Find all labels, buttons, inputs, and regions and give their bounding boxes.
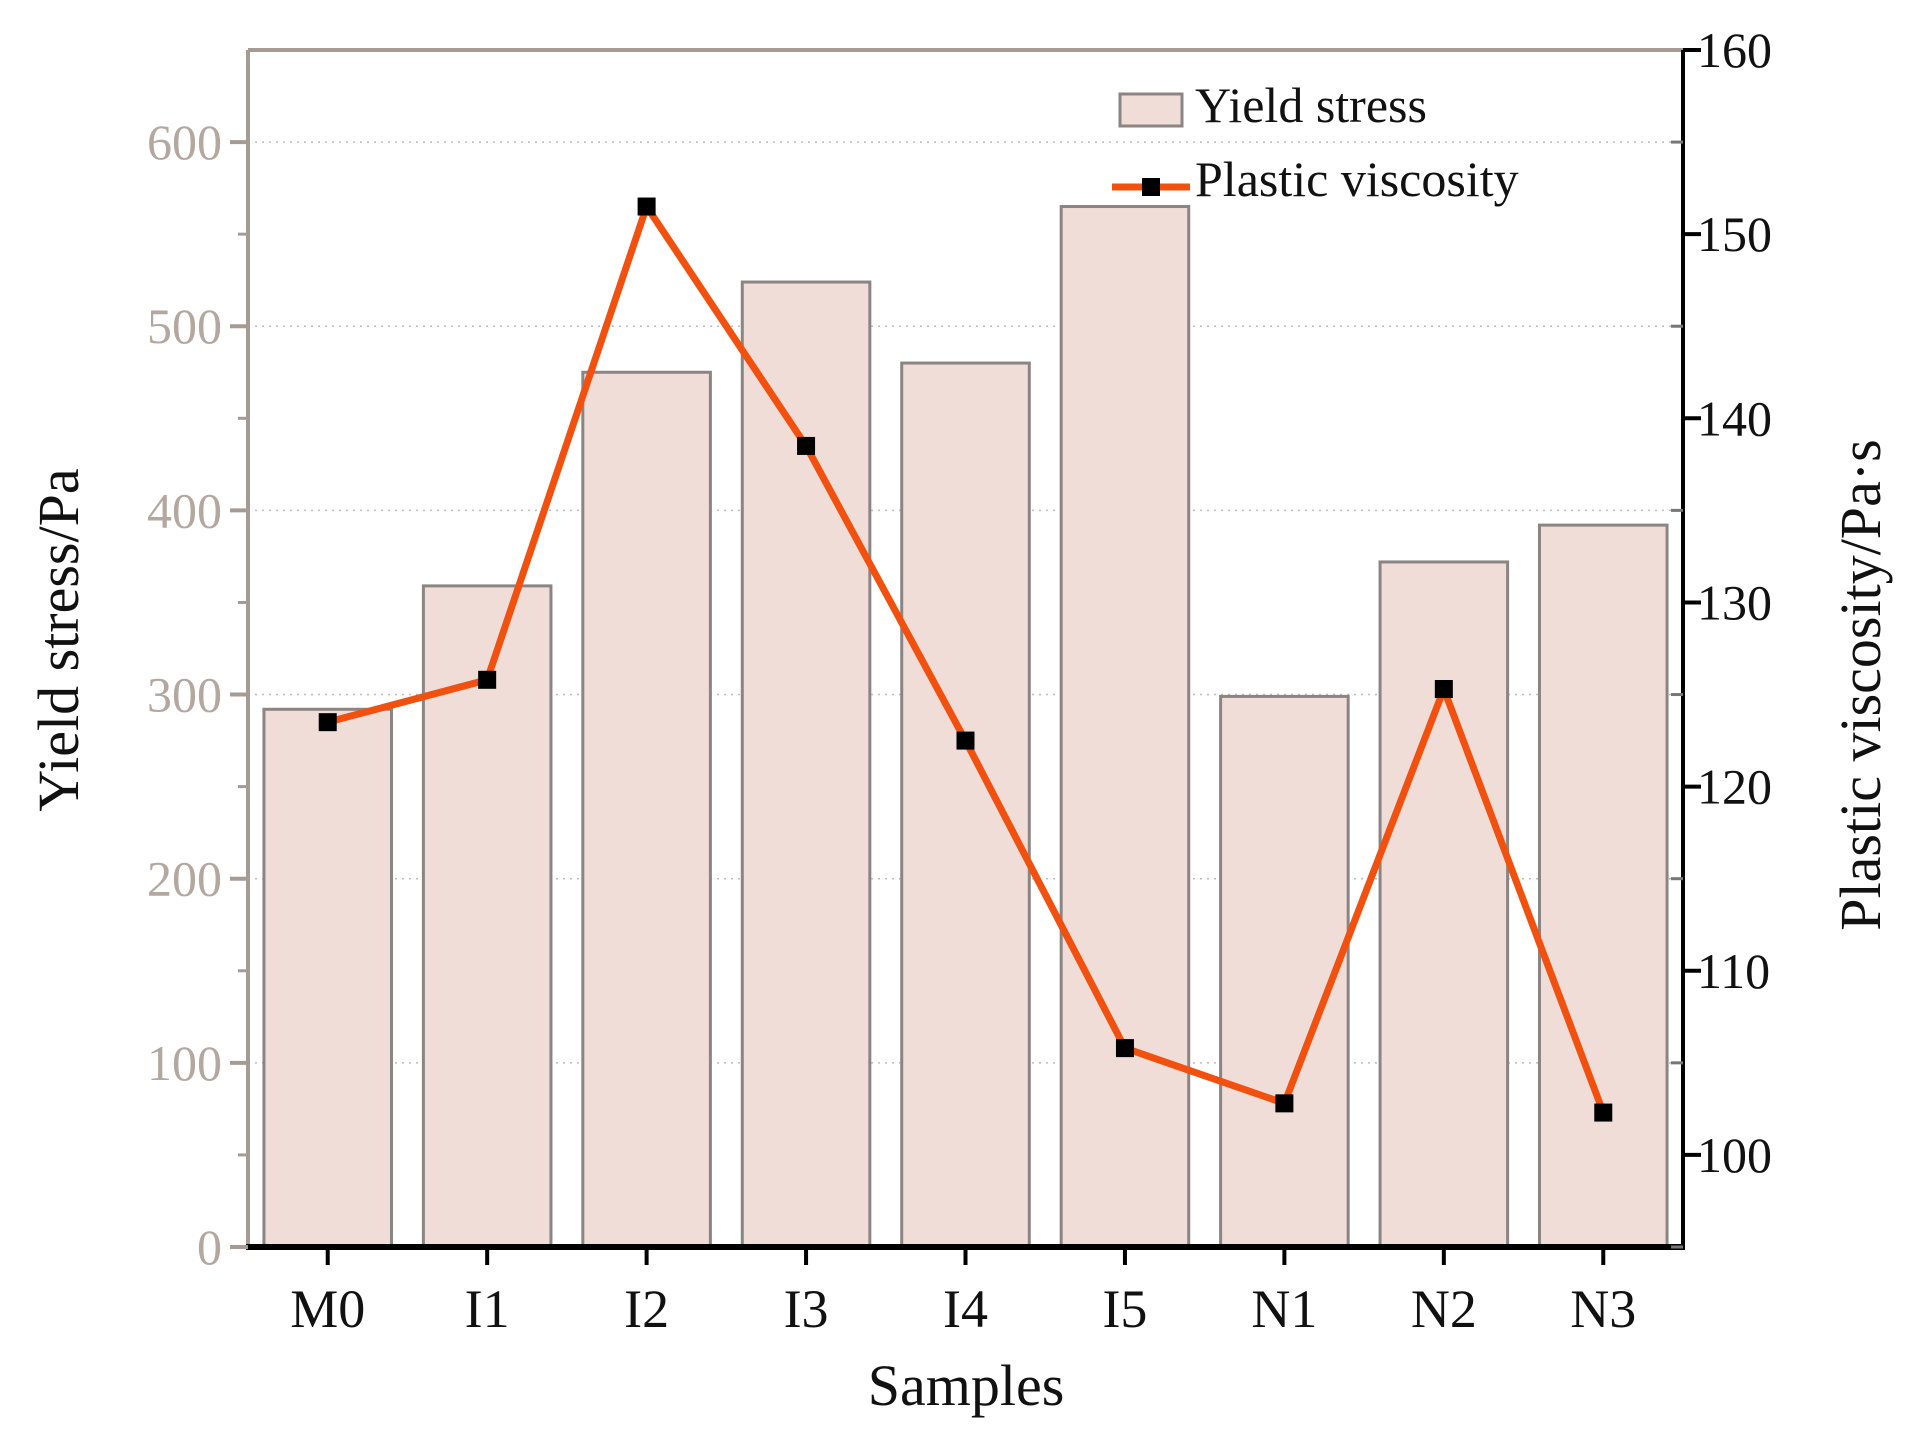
left-tick-label-500: 500 bbox=[147, 298, 222, 354]
bar-N2 bbox=[1378, 560, 1510, 1249]
x-tick-label-N3: N3 bbox=[1570, 1279, 1636, 1339]
right-tick-label-110: 110 bbox=[1697, 943, 1770, 999]
viscosity-point-I3 bbox=[797, 436, 816, 455]
bar-I1 bbox=[421, 584, 553, 1249]
viscosity-point-I2 bbox=[637, 197, 656, 216]
x-tick-label-I5: I5 bbox=[1102, 1279, 1147, 1339]
right-tick-label-120: 120 bbox=[1697, 759, 1772, 815]
x-tick-label-N1: N1 bbox=[1251, 1279, 1317, 1339]
right-axis-title: Plastic viscosity/Pa·s bbox=[1828, 439, 1893, 930]
left-tick-label-600: 600 bbox=[147, 114, 222, 170]
left-tick-label-100: 100 bbox=[147, 1035, 222, 1091]
right-tick-label-130: 130 bbox=[1697, 574, 1772, 630]
right-tick-label-160: 160 bbox=[1697, 22, 1772, 78]
bar-N3 bbox=[1538, 523, 1669, 1249]
legend-yield-stress-label: Yield stress bbox=[1195, 77, 1427, 133]
right-tick-label-150: 150 bbox=[1697, 206, 1772, 262]
plastic-viscosity-line-series bbox=[318, 197, 1613, 1122]
x-tick-label-I1: I1 bbox=[465, 1279, 510, 1339]
left-tick-label-0: 0 bbox=[197, 1219, 222, 1275]
viscosity-point-I4 bbox=[956, 731, 975, 750]
left-tick-label-300: 300 bbox=[147, 667, 222, 723]
axes bbox=[230, 48, 1701, 1265]
left-axis-title: Yield stress/Pa bbox=[26, 468, 91, 811]
bar-I2 bbox=[581, 370, 712, 1249]
viscosity-point-I5 bbox=[1115, 1039, 1134, 1058]
x-tick-label-I2: I2 bbox=[624, 1279, 669, 1339]
viscosity-point-I1 bbox=[478, 670, 497, 689]
legend: Yield stress Plastic viscosity bbox=[1112, 77, 1519, 207]
right-tick-label-140: 140 bbox=[1697, 390, 1772, 446]
right-tick-label-100: 100 bbox=[1697, 1127, 1772, 1183]
bar-I4 bbox=[900, 361, 1031, 1249]
viscosity-point-N2 bbox=[1434, 680, 1453, 699]
x-tick-label-I4: I4 bbox=[943, 1279, 988, 1339]
viscosity-point-N3 bbox=[1594, 1103, 1613, 1122]
legend-plastic-viscosity-marker bbox=[1142, 178, 1160, 196]
x-axis-title: Samples bbox=[868, 1353, 1065, 1418]
yield-stress-bars bbox=[262, 205, 1669, 1249]
x-tick-label-I3: I3 bbox=[784, 1279, 829, 1339]
bar-I3 bbox=[740, 280, 872, 1249]
x-tick-label-N2: N2 bbox=[1411, 1279, 1477, 1339]
x-tick-label-M0: M0 bbox=[290, 1279, 365, 1339]
bar-M0 bbox=[262, 707, 394, 1249]
viscosity-point-N1 bbox=[1275, 1094, 1294, 1113]
bar-N1 bbox=[1219, 694, 1350, 1249]
tick-labels: 0 100 200 300 400 500 600 100 110 120 130 140 150 160… bbox=[147, 22, 1772, 1339]
legend-plastic-viscosity-label: Plastic viscosity bbox=[1195, 151, 1519, 207]
legend-yield-stress-swatch bbox=[1118, 92, 1184, 128]
bar-I5 bbox=[1059, 205, 1191, 1249]
viscosity-point-M0 bbox=[318, 713, 337, 732]
left-tick-label-200: 200 bbox=[147, 851, 222, 907]
left-tick-label-400: 400 bbox=[147, 482, 222, 538]
